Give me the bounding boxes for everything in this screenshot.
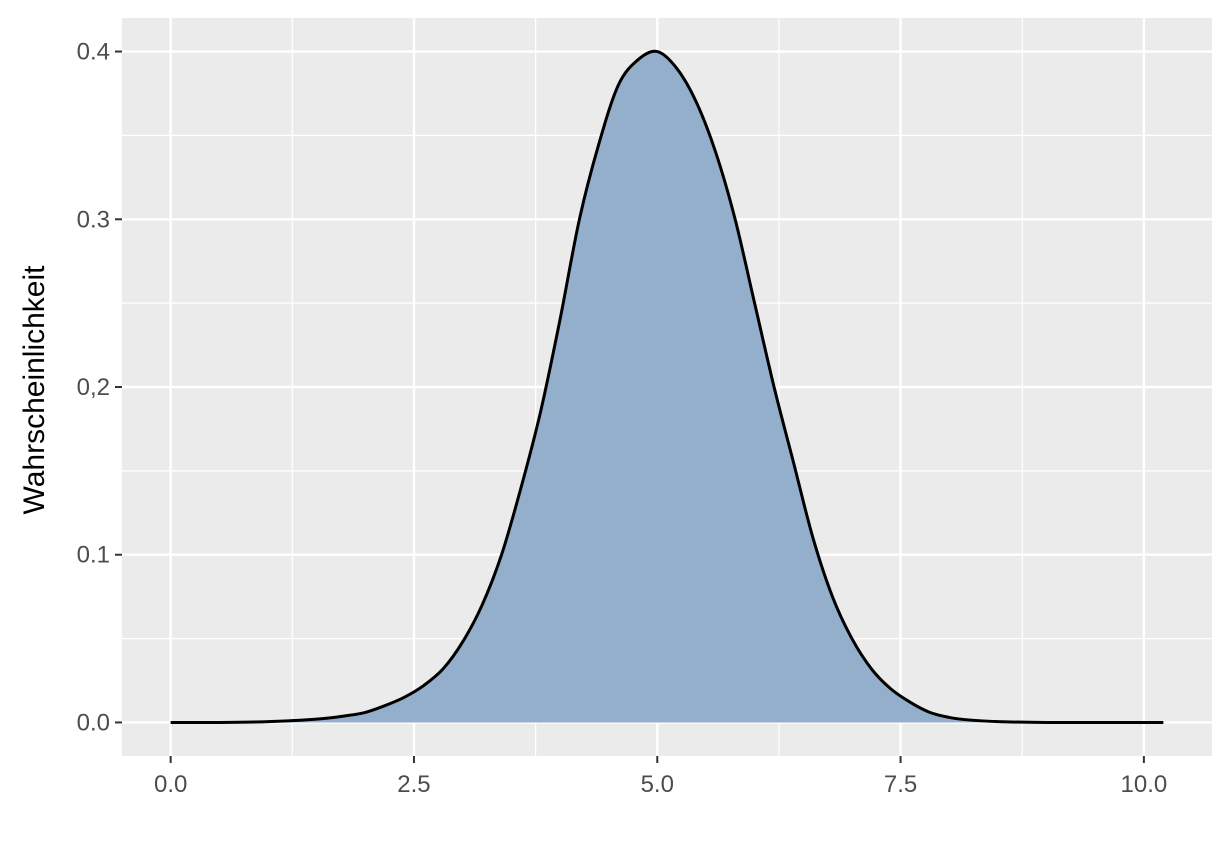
x-tick-label: 7.5 xyxy=(884,771,917,798)
y-axis-ticks: 0.0 0.1 0,2 0.3 0.4 xyxy=(77,39,122,736)
y-tick-label: 0.1 xyxy=(77,542,110,569)
x-tick-label: 5.0 xyxy=(641,771,674,798)
y-tick-label: 0.0 xyxy=(77,709,110,736)
y-tick-label: 0.3 xyxy=(77,206,110,233)
y-axis-title: Wahrscheinlichkeit xyxy=(18,265,51,515)
y-tick-label: 0.4 xyxy=(77,39,110,66)
x-axis-ticks: 0.0 2.5 5.0 7.5 10.0 xyxy=(154,756,1167,798)
y-tick-label: 0,2 xyxy=(77,374,110,401)
density-line xyxy=(170,49,1164,725)
x-tick-label: 0.0 xyxy=(154,771,187,798)
density-area xyxy=(170,51,1164,723)
x-tick-label: 2.5 xyxy=(397,771,430,798)
x-tick-label: 10.0 xyxy=(1121,771,1168,798)
